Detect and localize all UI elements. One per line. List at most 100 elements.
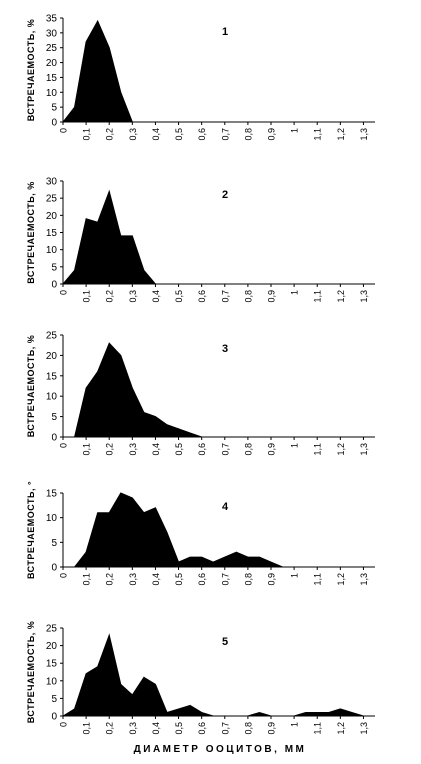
x-tick-label: 1,1 [313,443,323,456]
area [61,189,157,285]
y-tick-label: 5 [51,538,57,549]
y-tick-label: 25 [46,43,58,54]
x-tick-label: 0,5 [174,443,184,456]
x-tick-label: 0,8 [243,722,253,735]
y-tick-label: 10 [46,676,58,687]
x-tick-label: 1,1 [313,722,323,735]
y-tick-label: 10 [46,392,58,403]
area [61,633,364,717]
x-tick-label: 1 [290,128,300,133]
y-tick-label: 35 [46,14,58,25]
y-tick-label: 25 [46,331,58,342]
x-tick-label: 1 [290,290,300,295]
x-tick-label: 0,1 [82,573,92,586]
x-tick-label: 0,7 [220,128,230,141]
x-tick-label: 0,5 [174,722,184,735]
x-tick-label: 0,8 [243,290,253,303]
x-tick-label: 1,2 [336,573,346,586]
y-tick-label: 0 [51,433,57,444]
x-tick-label: 1,1 [313,128,323,141]
x-tick-label: 0,3 [128,128,138,141]
x-tick-label: 0,1 [82,128,92,141]
chart-title: 4 [222,501,229,513]
x-tick-label: 1,2 [336,290,346,303]
x-tick-label: 0,8 [243,443,253,456]
x-tick-label: 0 [59,290,69,295]
x-tick-label: 1 [290,443,300,448]
y-tick-label: 5 [51,262,57,273]
x-tick-label: 0,4 [151,290,161,303]
x-tick-label: 0,2 [105,443,115,456]
x-tick-label: 0,9 [267,290,277,303]
y-axis-label: ВСТРЕЧАЕМОСТЬ, % [26,335,36,438]
y-tick-label: 15 [46,228,58,239]
x-tick-label: 0,6 [197,573,207,586]
x-tick-label: 0,2 [105,290,115,303]
y-axis-label: ВСТРЕЧАЕМОСТЬ, % [26,19,36,122]
y-axis-label: ВСТРЕЧАЕМОСТЬ, % [26,181,36,284]
x-tick-label: 1,2 [336,722,346,735]
x-tick-label: 0,1 [82,443,92,456]
x-tick-label: 0,3 [128,573,138,586]
x-tick-label: 0,7 [220,290,230,303]
x-tick-label: 1,1 [313,573,323,586]
x-tick-label: 0 [59,443,69,448]
y-tick-label: 20 [46,58,58,69]
y-tick-label: 5 [51,103,57,114]
x-tick-label: 0,9 [267,722,277,735]
x-tick-label: 0,6 [197,128,207,141]
y-tick-label: 0 [51,118,57,129]
x-tick-label: 0,2 [105,573,115,586]
y-tick-label: 25 [46,624,58,635]
x-tick-label: 0,8 [243,573,253,586]
chart-title: 5 [222,636,228,648]
y-tick-label: 15 [46,371,58,382]
x-tick-label: 0 [59,573,69,578]
y-tick-label: 15 [46,659,58,670]
y-tick-label: 10 [46,513,58,524]
y-axis-label: ВСТРЕЧАЕМОСТЬ, % [26,621,36,724]
y-tick-label: 10 [46,88,58,99]
x-tick-label: 1,3 [359,573,369,586]
y-tick-label: 15 [46,73,58,84]
area [61,19,134,123]
x-tick-label: 0,4 [151,722,161,735]
x-tick-label: 1,1 [313,290,323,303]
x-tick-label: 0,8 [243,128,253,141]
y-tick-label: 5 [51,694,57,705]
x-tick-label: 1 [290,573,300,578]
chart-title: 2 [222,189,228,201]
x-tick-label: 0,6 [197,290,207,303]
y-tick-label: 20 [46,211,58,222]
x-tick-label: 1,3 [359,443,369,456]
x-tick-label: 0,7 [220,573,230,586]
x-tick-label: 0,5 [174,290,184,303]
x-axis-label: ДИАМЕТР ООЦИТОВ, ММ [134,744,307,755]
x-tick-label: 0,6 [197,443,207,456]
x-tick-label: 0,4 [151,128,161,141]
x-tick-label: 0,7 [220,722,230,735]
y-axis-label: ВСТРЕЧАЕМОСТЬ, ° [26,481,36,579]
x-tick-label: 1,3 [359,722,369,735]
y-tick-label: 0 [51,563,57,574]
x-tick-label: 0,3 [128,290,138,303]
y-tick-label: 20 [46,351,58,362]
y-tick-label: 5 [51,412,57,423]
y-tick-label: 10 [46,245,58,256]
x-tick-label: 0,1 [82,722,92,735]
x-tick-label: 0,3 [128,722,138,735]
area [73,342,202,438]
x-tick-label: 1,3 [359,290,369,303]
x-tick-label: 0,6 [197,722,207,735]
area [73,492,283,568]
y-tick-label: 30 [46,177,58,188]
x-tick-label: 1,2 [336,128,346,141]
x-tick-label: 0,1 [82,290,92,303]
x-tick-label: 0,5 [174,573,184,586]
x-tick-label: 0 [59,128,69,133]
chart-title: 3 [222,343,228,355]
x-tick-label: 0,9 [267,443,277,456]
y-tick-label: 20 [46,641,58,652]
x-tick-label: 0 [59,722,69,727]
y-tick-label: 15 [46,489,58,500]
